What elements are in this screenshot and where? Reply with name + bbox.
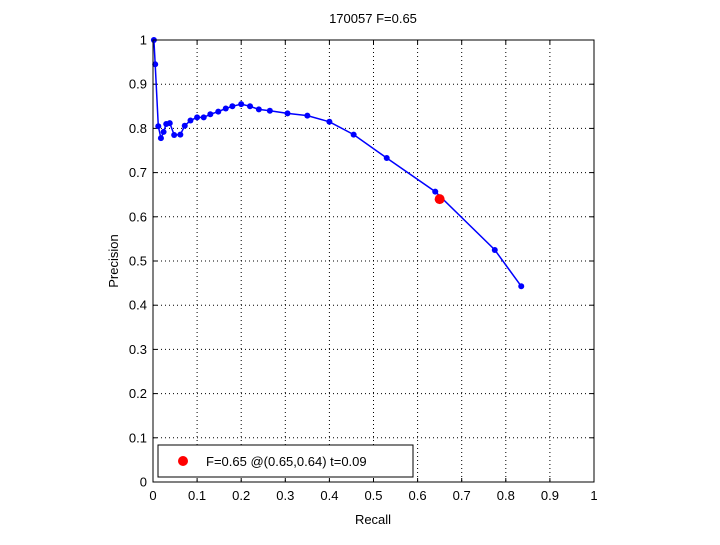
pr-curve-point <box>215 108 222 115</box>
y-tick-label: 0.7 <box>129 165 147 180</box>
pr-curve-point <box>491 246 498 253</box>
y-tick-label: 1 <box>140 33 147 48</box>
y-axis-label: Precision <box>106 234 121 287</box>
pr-curve-point <box>152 61 159 68</box>
y-tick-label: 0.1 <box>129 430 147 445</box>
x-tick-label: 0.4 <box>320 488 338 503</box>
pr-curve-point <box>166 120 173 127</box>
y-tick-label: 0.6 <box>129 209 147 224</box>
y-tick-label: 0.2 <box>129 386 147 401</box>
pr-curve-point <box>187 117 194 124</box>
pr-curve-point <box>229 103 236 110</box>
pr-curve-point <box>518 283 525 290</box>
x-tick-label: 0.9 <box>541 488 559 503</box>
pr-curve-point <box>326 118 333 125</box>
chart-title: 170057 F=0.65 <box>329 11 417 26</box>
pr-curve-point <box>266 107 273 114</box>
x-tick-label: 0.5 <box>364 488 382 503</box>
x-tick-label: 0.3 <box>276 488 294 503</box>
pr-curve-point <box>432 188 439 195</box>
pr-curve-point <box>207 111 214 118</box>
y-tick-label: 0.9 <box>129 77 147 92</box>
pr-curve-point <box>350 131 357 138</box>
axis-ticks: 0 0.1 0.2 0.3 0.4 0.5 0.6 0.7 0.8 0.9 1 0 0.1 0.2 0.3 0… <box>129 33 598 504</box>
series-layer <box>150 37 525 290</box>
pr-curve-point <box>157 135 164 142</box>
pr-curve-point <box>247 103 254 110</box>
pr-curve-point <box>238 101 245 108</box>
x-tick-label: 0.1 <box>188 488 206 503</box>
legend-label: F=0.65 @(0.65,0.64) t=0.09 <box>206 454 367 469</box>
y-tick-label: 0 <box>140 475 147 490</box>
pr-curve-point <box>383 155 390 162</box>
legend: F=0.65 @(0.65,0.64) t=0.09 <box>157 444 414 478</box>
y-tick-label: 0.4 <box>129 298 147 313</box>
y-tick-label: 0.3 <box>129 342 147 357</box>
pr-curve-point <box>177 131 184 138</box>
x-tick-label: 0.7 <box>453 488 471 503</box>
x-tick-label: 0 <box>149 488 156 503</box>
legend-box <box>157 444 414 478</box>
x-tick-label: 0.6 <box>409 488 427 503</box>
x-axis-label: Recall <box>355 512 391 527</box>
y-tick-label: 0.5 <box>129 254 147 269</box>
pr-curve-point <box>200 114 207 121</box>
legend-marker <box>178 456 188 466</box>
pr-curve-point <box>222 105 229 112</box>
x-tick-label: 0.2 <box>232 488 250 503</box>
pr-curve-point <box>194 114 201 121</box>
grid <box>153 40 594 482</box>
pr-curve-point <box>171 132 178 139</box>
pr-curve-point <box>255 106 262 113</box>
plot-frame <box>152 39 595 483</box>
y-tick-label: 0.8 <box>129 121 147 136</box>
x-tick-label: 1 <box>590 488 597 503</box>
best-f-point <box>434 194 445 205</box>
pr-curve-point <box>304 112 311 119</box>
pr-curve-point <box>284 110 291 117</box>
x-tick-label: 0.8 <box>497 488 515 503</box>
pr-curve-point <box>160 128 167 135</box>
pr-curve-point <box>181 122 188 129</box>
pr-curve-point <box>155 123 162 130</box>
